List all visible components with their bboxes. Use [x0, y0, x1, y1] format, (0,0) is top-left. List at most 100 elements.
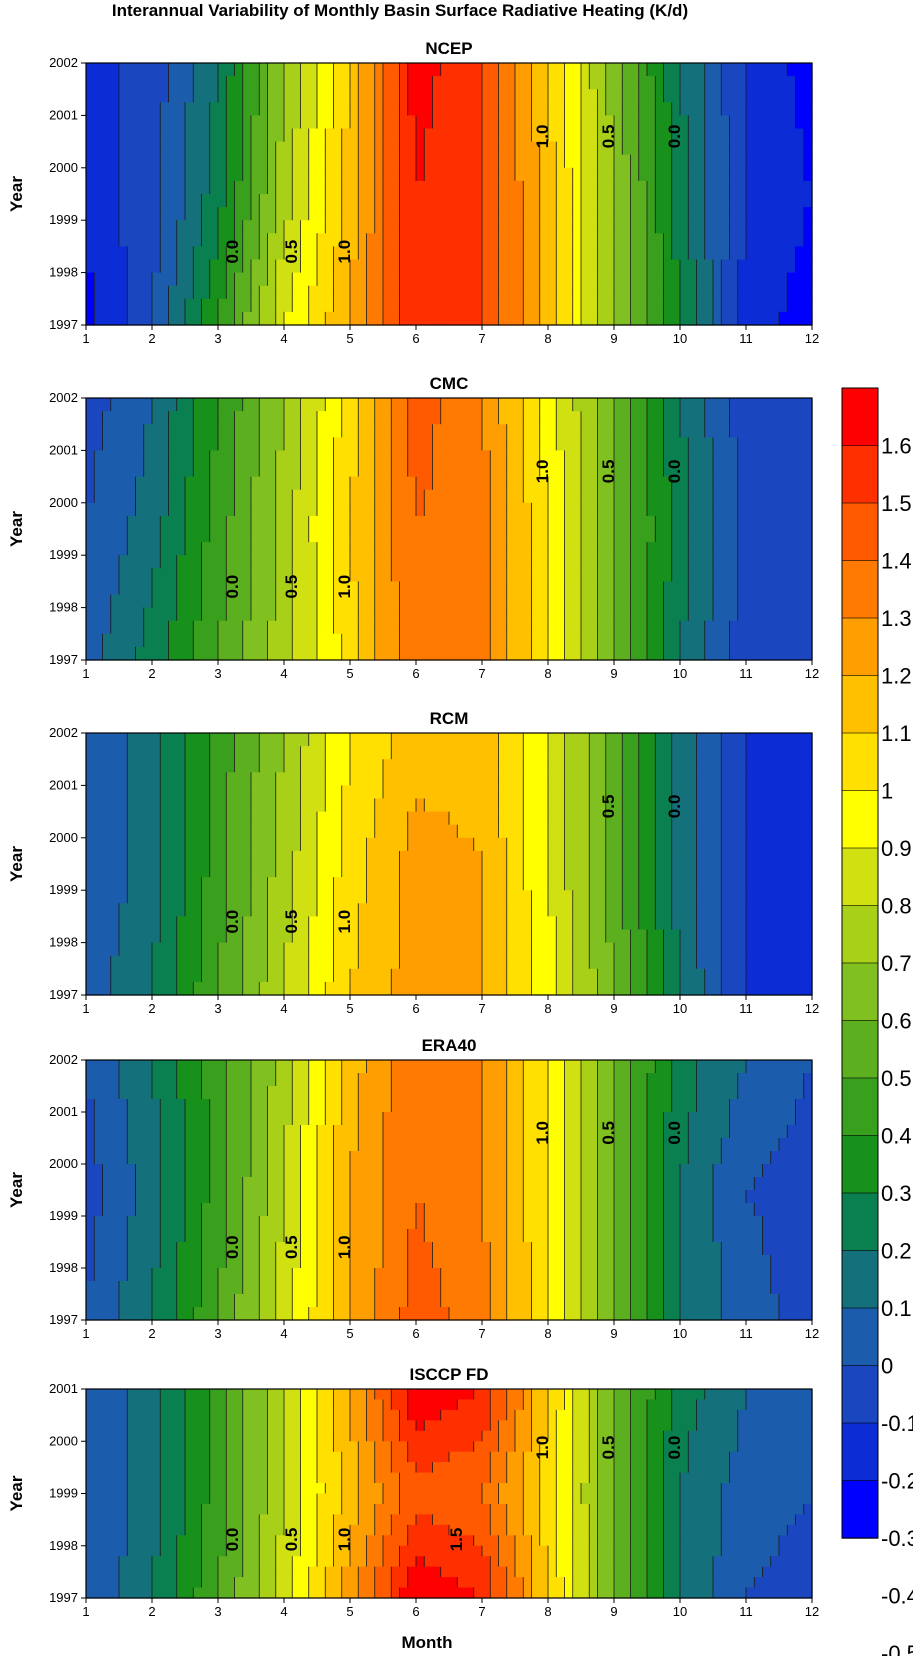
- heatmap-cell: [696, 581, 706, 596]
- heatmap-cell: [366, 259, 376, 274]
- heatmap-cell: [630, 63, 640, 77]
- heatmap-cell: [597, 529, 607, 543]
- heatmap-cell: [135, 542, 145, 556]
- heatmap-cell: [482, 398, 491, 412]
- heatmap-cell: [407, 285, 417, 300]
- heatmap-cell: [457, 633, 467, 648]
- heatmap-cell: [556, 502, 566, 517]
- heatmap-cell: [729, 167, 739, 182]
- contour-label: 0.5: [599, 125, 618, 149]
- heatmap-cell: [366, 411, 376, 425]
- heatmap-cell: [102, 63, 112, 77]
- heatmap-cell: [127, 633, 137, 648]
- heatmap-cell: [704, 437, 714, 451]
- heatmap-cell: [457, 102, 467, 116]
- heatmap-cell: [308, 207, 318, 221]
- heatmap-cell: [416, 141, 425, 156]
- heatmap-cell: [770, 476, 780, 491]
- heatmap-cell: [218, 733, 227, 747]
- heatmap-cell: [110, 594, 120, 609]
- heatmap-cell: [317, 128, 326, 143]
- heatmap-cell: [490, 607, 500, 622]
- heatmap-cell: [663, 594, 673, 609]
- heatmap-cell: [341, 102, 351, 116]
- heatmap-cell: [449, 76, 458, 90]
- heatmap-cell: [523, 285, 533, 300]
- heatmap-cell: [440, 411, 450, 425]
- heatmap-cell: [704, 115, 714, 130]
- heatmap-cell: [680, 63, 689, 77]
- heatmap-cell: [424, 311, 434, 326]
- heatmap-cell: [432, 581, 442, 596]
- heatmap-cell: [209, 515, 219, 530]
- heatmap-cell: [498, 476, 508, 491]
- heatmap-cell: [350, 194, 359, 208]
- heatmap-cell: [284, 529, 293, 543]
- heatmap-cell: [490, 633, 500, 648]
- heatmap-cell: [432, 233, 442, 247]
- heatmap-cell: [515, 89, 524, 103]
- heatmap-cell: [762, 398, 772, 412]
- heatmap-cell: [787, 542, 797, 556]
- heatmap-cell: [696, 502, 706, 517]
- heatmap-cell: [803, 102, 813, 116]
- heatmap-cell: [267, 529, 277, 543]
- heatmap-cell: [267, 437, 277, 451]
- heatmap-cell: [341, 194, 351, 208]
- heatmap-cell: [160, 259, 170, 274]
- heatmap-cell: [754, 476, 764, 491]
- heatmap-cell: [308, 437, 318, 451]
- heatmap-cell: [424, 207, 434, 221]
- heatmap-cell: [482, 298, 491, 313]
- heatmap-cell: [704, 311, 714, 326]
- heatmap-cell: [630, 529, 640, 543]
- heatmap-cell: [473, 102, 483, 116]
- heatmap-cell: [490, 424, 500, 438]
- heatmap-cell: [325, 733, 335, 747]
- heatmap-cell: [589, 568, 599, 582]
- heatmap-cell: [218, 154, 227, 169]
- heatmap-cell: [391, 733, 401, 747]
- heatmap-cell: [713, 450, 722, 465]
- heatmap-cell: [803, 180, 813, 195]
- heatmap-cell: [193, 529, 203, 543]
- heatmap-cell: [754, 450, 764, 465]
- heatmap-cell: [572, 141, 582, 156]
- heatmap-cell: [655, 311, 665, 326]
- heatmap-cell: [630, 311, 640, 326]
- heatmap-cell: [374, 311, 384, 326]
- heatmap-cell: [407, 555, 417, 569]
- heatmap-cell: [234, 246, 244, 261]
- heatmap-cell: [251, 233, 260, 247]
- heatmap-cell: [242, 167, 252, 182]
- heatmap-cell: [737, 298, 747, 313]
- heatmap-cell: [638, 285, 648, 300]
- heatmap-cell: [737, 194, 747, 208]
- heatmap-cell: [424, 555, 434, 569]
- heatmap-cell: [127, 233, 137, 247]
- heatmap-cell: [704, 233, 714, 247]
- heatmap-cell: [523, 607, 533, 622]
- heatmap-cell: [110, 542, 120, 556]
- heatmap-cell: [564, 207, 574, 221]
- heatmap-cell: [647, 463, 656, 478]
- heatmap-cell: [746, 128, 755, 143]
- heatmap-cell: [762, 207, 772, 221]
- heatmap-cell: [259, 489, 269, 504]
- heatmap-cell: [770, 607, 780, 622]
- heatmap-cell: [564, 154, 574, 169]
- heatmap-cell: [490, 502, 500, 517]
- heatmap-cell: [721, 542, 731, 556]
- heatmap-cell: [168, 76, 178, 90]
- heatmap-cell: [614, 515, 623, 530]
- heatmap-cell: [556, 167, 566, 182]
- heatmap-cell: [671, 76, 681, 90]
- heatmap-cell: [680, 502, 689, 517]
- x-tick-label: 2: [148, 666, 155, 681]
- heatmap-cell: [416, 633, 425, 648]
- heatmap-cell: [597, 620, 607, 635]
- heatmap-cell: [548, 246, 557, 261]
- heatmap-cell: [300, 115, 310, 130]
- heatmap-cell: [737, 220, 747, 234]
- heatmap-cell: [86, 63, 95, 77]
